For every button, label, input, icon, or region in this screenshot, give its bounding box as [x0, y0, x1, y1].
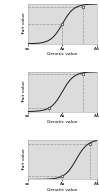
X-axis label: Genetic value: Genetic value	[47, 52, 78, 56]
Y-axis label: Trait value: Trait value	[22, 12, 26, 35]
Y-axis label: Trait value: Trait value	[22, 80, 26, 103]
X-axis label: Genetic value: Genetic value	[47, 120, 78, 124]
X-axis label: Genetic value: Genetic value	[47, 188, 78, 191]
Y-axis label: Trait value: Trait value	[22, 148, 26, 171]
